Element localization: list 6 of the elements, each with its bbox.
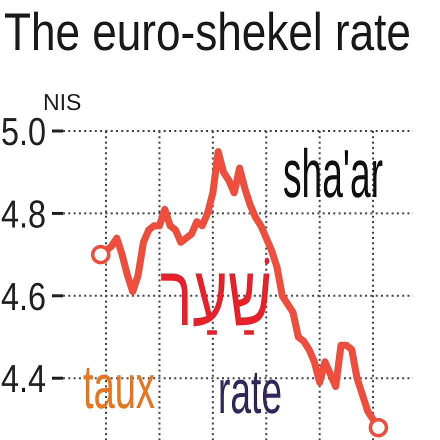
annotation: sha'ar: [283, 134, 383, 212]
title: The euro-shekel rate: [4, 3, 411, 62]
annotation: שַׁעַר: [160, 248, 272, 344]
annotation: taux: [83, 351, 155, 422]
annotation: rate: [218, 357, 282, 426]
ylabel: NIS: [43, 89, 82, 115]
